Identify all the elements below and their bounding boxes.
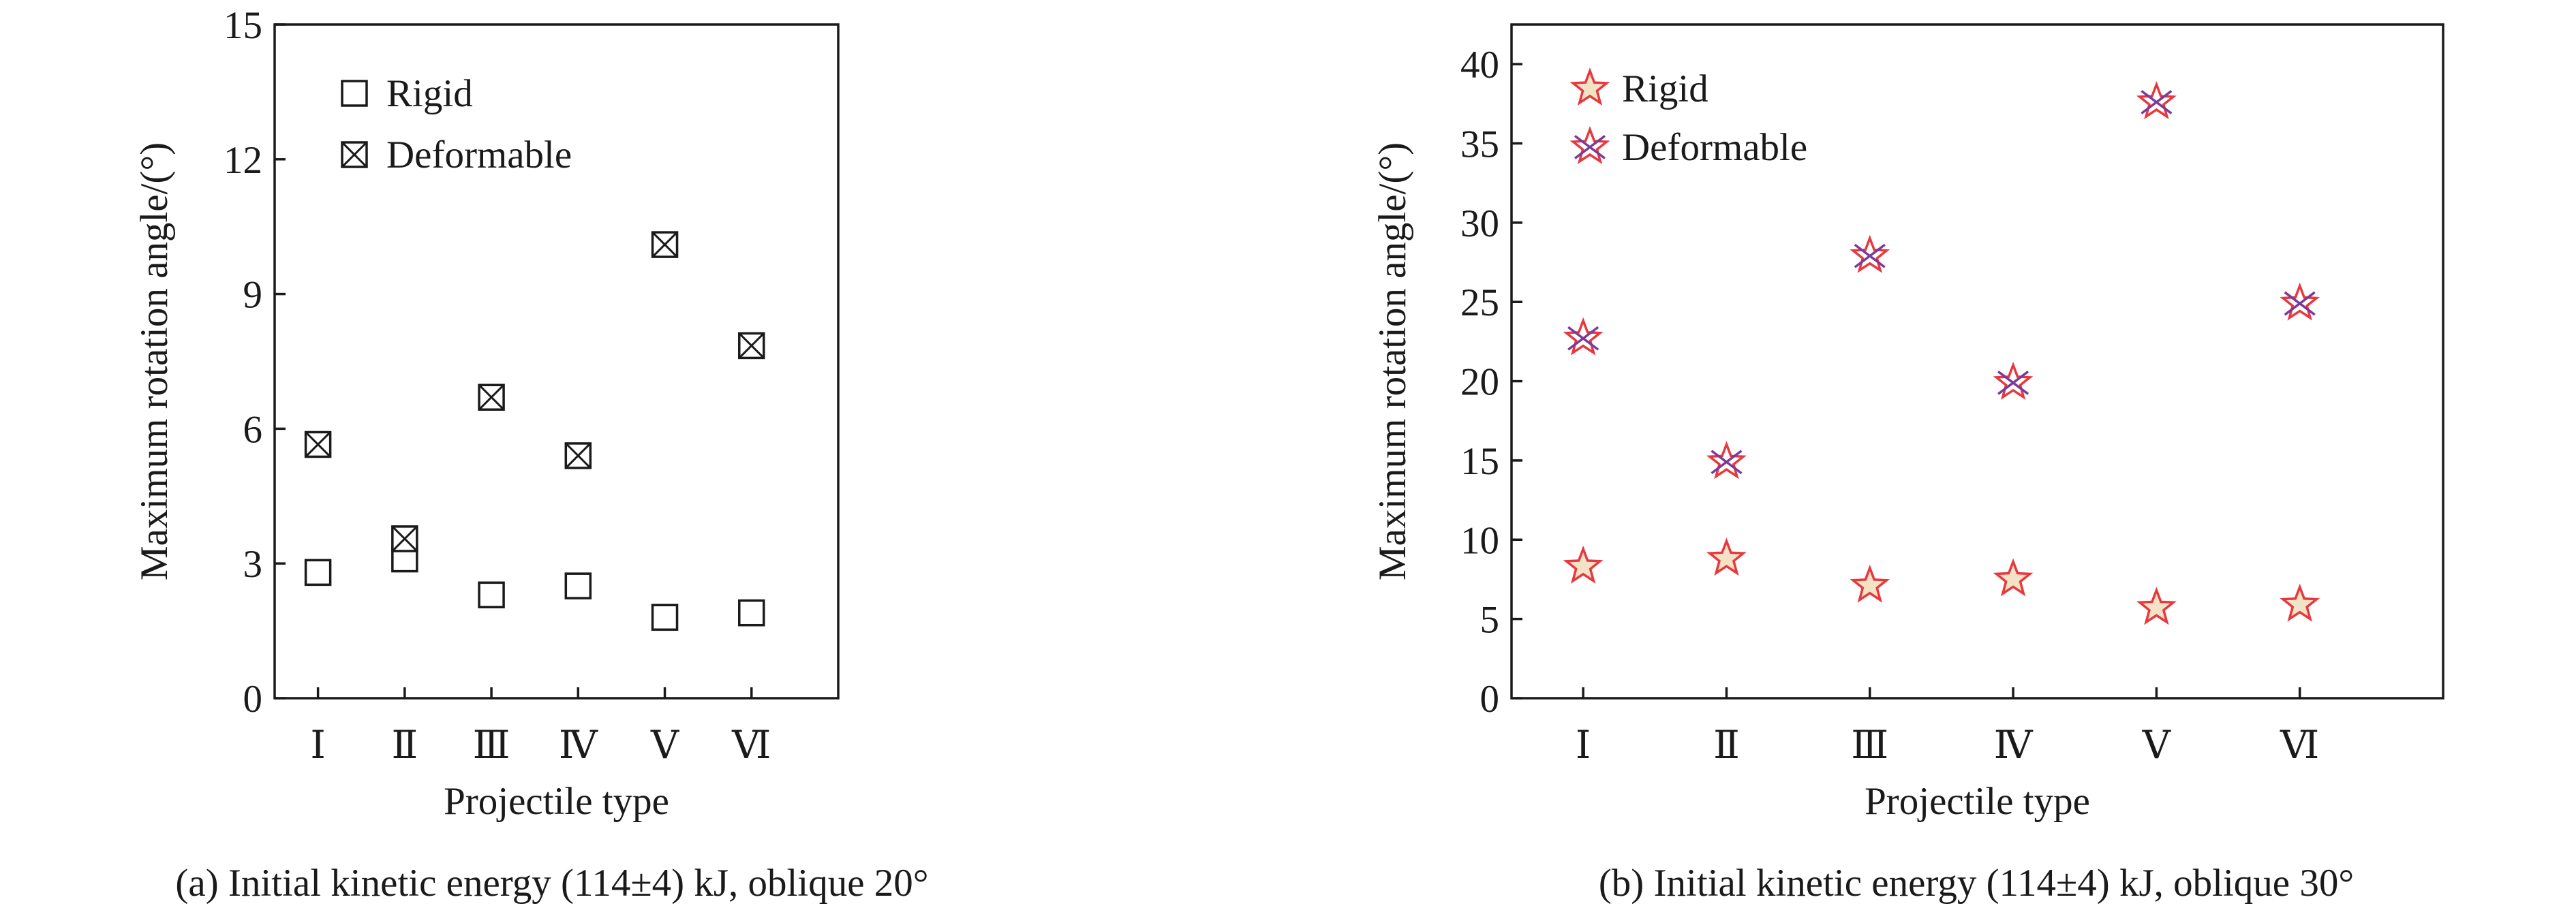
y-tick-label: 0 [1480,678,1500,721]
x-tick-label: Ⅱ [1713,724,1740,767]
x-tick-label: Ⅱ [391,724,418,767]
legend-label-rigid: Rigid [386,72,473,115]
plot-frame [273,23,840,700]
data-point-rigid [478,581,505,609]
y-tick-label: 15 [1460,440,1499,483]
legend-marker-deformable [1569,126,1610,165]
data-point-rigid [651,604,679,631]
data-point-rigid [738,599,765,627]
data-point-deformable [564,442,592,469]
plot-frame [1510,23,2444,700]
y-tick-label: 20 [1460,361,1499,404]
data-point-rigid [2280,583,2320,622]
x-axis-label: Projectile type [444,780,669,823]
data-point-deformable [651,231,679,258]
y-tick-label: 35 [1460,123,1499,166]
data-point-deformable [304,430,332,458]
data-point-rigid [1850,564,1890,603]
y-tick-label: 25 [1460,281,1499,324]
x-tick-label: Ⅰ [310,724,326,767]
y-axis-label: Maximum rotation angle/(°) [133,142,176,580]
data-point-deformable [1993,361,2034,400]
y-tick-label: 6 [243,408,263,451]
legend-marker-rigid [1569,67,1610,106]
legend: Rigid Deformable [1569,67,1807,169]
x-tick-label: Ⅳ [1994,724,2034,767]
y-tick-label: 15 [224,4,262,47]
y-tick-label: 12 [224,139,262,182]
legend-label-deformable: Deformable [386,134,572,176]
panel-b: 0 5 10 15 20 25 30 35 40 Ⅰ Ⅱ Ⅲ Ⅳ Ⅴ Ⅵ Projectile type Max… [1371,23,2444,905]
y-tick-label: 5 [1480,599,1500,642]
figure-caption: (a) Initial kinetic energy (114±4) kJ, o… [175,862,928,905]
y-tick-label: 9 [243,274,263,317]
legend-marker-deformable [341,141,368,168]
legend: Rigid Deformable [341,72,572,176]
data-point-deformable [478,383,505,411]
legend-label-rigid: Rigid [1622,67,1708,110]
x-tick-label: Ⅴ [2142,724,2171,767]
y-tick-label: 0 [243,678,263,721]
data-point-deformable [2280,282,2320,321]
data-point-rigid [1563,545,1604,584]
y-tick-label: 3 [243,543,263,586]
data-point-deformable [1850,234,1890,273]
data-point-deformable [1563,317,1604,356]
data-point-rigid [1706,537,1747,576]
data-point-rigid [1993,558,2034,597]
data-point-rigid [564,572,592,599]
y-tick-label: 40 [1460,44,1499,87]
x-tick-label: Ⅲ [473,724,510,767]
x-tick-label: Ⅵ [2280,724,2319,767]
data-point-rigid [2136,586,2177,625]
figure-caption: (b) Initial kinetic energy (114±4) kJ, o… [1599,862,2354,905]
x-tick-label: Ⅰ [1576,724,1591,767]
legend-label-deformable: Deformable [1622,126,1807,169]
data-point-rigid [304,559,332,586]
data-point-deformable [391,525,418,552]
x-tick-label: Ⅴ [650,724,679,767]
data-point-deformable [2136,81,2177,120]
x-tick-label: Ⅵ [731,724,771,767]
x-axis-label: Projectile type [1865,780,2090,823]
x-tick-label: Ⅳ [559,724,598,767]
data-point-deformable [1706,441,1747,480]
x-tick-label: Ⅲ [1851,724,1888,767]
y-tick-label: 10 [1460,519,1499,562]
data-point-deformable [738,332,765,360]
panel-a: 0 3 6 9 12 15 Ⅰ Ⅱ Ⅲ Ⅳ Ⅴ Ⅵ Projectile type Maximum rot… [133,4,929,905]
y-axis-label: Maximum rotation angle/(°) [1371,142,1414,580]
y-tick-label: 30 [1460,202,1499,245]
legend-marker-rigid [341,80,368,107]
